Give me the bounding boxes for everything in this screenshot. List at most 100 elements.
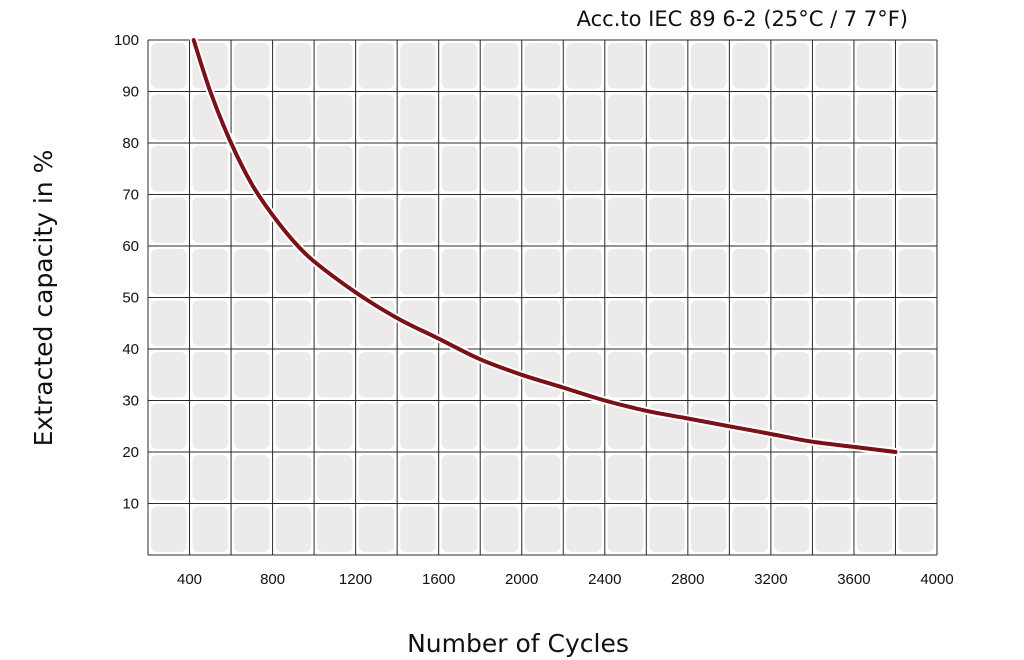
- grid-cell: [607, 506, 644, 552]
- grid-cell: [732, 352, 768, 398]
- grid-cell: [607, 94, 644, 140]
- grid-cell: [566, 43, 602, 89]
- grid-cell: [815, 249, 851, 295]
- grid-cell: [400, 352, 436, 398]
- x-tick-label: 1600: [422, 571, 455, 588]
- x-tick-label: 2000: [505, 571, 538, 588]
- y-tick-label: 40: [122, 341, 139, 358]
- grid-cell: [566, 249, 602, 295]
- grid-cell: [732, 197, 768, 243]
- grid-cell: [275, 146, 312, 192]
- grid-cell: [441, 249, 478, 295]
- grid-cell: [649, 94, 685, 140]
- grid-cell: [192, 455, 228, 501]
- x-axis-label: Number of Cycles: [407, 629, 629, 658]
- grid-cell: [441, 94, 478, 140]
- grid-cell: [566, 352, 602, 398]
- grid-cell: [524, 506, 561, 552]
- grid-cell: [524, 197, 561, 243]
- grid-cell: [690, 352, 727, 398]
- grid-lines: [147, 39, 938, 556]
- grid-cell: [649, 249, 685, 295]
- grid-cell: [566, 146, 602, 192]
- grid-cell: [317, 300, 353, 346]
- grid-cell: [732, 43, 768, 89]
- grid-cell: [275, 94, 312, 140]
- series-layer: [189, 36, 900, 456]
- grid-cell: [400, 455, 436, 501]
- grid-cell: [566, 506, 602, 552]
- grid-cell: [732, 455, 768, 501]
- grid-cell: [524, 146, 561, 192]
- grid-cell: [234, 506, 270, 552]
- grid-cell: [317, 455, 353, 501]
- grid-cell: [151, 43, 187, 89]
- grid-cell: [483, 249, 519, 295]
- grid-cell: [690, 146, 727, 192]
- grid-cell: [815, 403, 851, 449]
- x-axis-ticks: 400 800 1200 1600 2000 2400 2800 3200 3600 4000: [177, 571, 954, 588]
- grid-cell: [690, 43, 727, 89]
- grid-cell: [400, 94, 436, 140]
- grid-cell: [815, 352, 851, 398]
- grid-cell: [732, 94, 768, 140]
- grid-cell: [234, 146, 270, 192]
- chart-title: Acc.to IEC 89 6-2 (25°C / 7 7°F): [577, 7, 908, 31]
- grid-cell: [898, 94, 934, 140]
- grid-cell: [524, 403, 561, 449]
- grid-cell: [815, 43, 851, 89]
- grid-cell: [151, 94, 187, 140]
- grid-cell: [898, 506, 934, 552]
- grid-cell: [317, 146, 353, 192]
- grid-cell: [441, 352, 478, 398]
- grid-cell: [856, 94, 893, 140]
- grid-cell: [400, 403, 436, 449]
- grid-cell: [856, 146, 893, 192]
- grid-cell: [275, 455, 312, 501]
- y-tick-label: 60: [122, 238, 139, 255]
- grid-cell: [773, 146, 810, 192]
- grid-cell: [234, 403, 270, 449]
- grid-cell: [566, 300, 602, 346]
- grid-cell: [358, 506, 395, 552]
- grid-cell: [566, 197, 602, 243]
- grid-cell: [732, 146, 768, 192]
- grid-cell: [358, 403, 395, 449]
- y-tick-label: 20: [122, 444, 139, 461]
- grid-cell: [898, 197, 934, 243]
- grid-cell: [151, 249, 187, 295]
- grid-cell: [649, 506, 685, 552]
- grid-cell: [151, 352, 187, 398]
- grid-cell: [151, 300, 187, 346]
- grid-cell: [732, 506, 768, 552]
- grid-cell: [856, 455, 893, 501]
- grid-cell: [151, 197, 187, 243]
- grid-cell: [317, 43, 353, 89]
- grid-cell: [275, 300, 312, 346]
- grid-cell: [524, 300, 561, 346]
- grid-cell: [234, 43, 270, 89]
- grid-cell: [815, 455, 851, 501]
- grid-cell: [441, 146, 478, 192]
- grid-cell: [483, 506, 519, 552]
- grid-cell: [607, 352, 644, 398]
- grid-cell: [898, 249, 934, 295]
- x-tick-label: 800: [260, 571, 285, 588]
- grid-cell: [317, 403, 353, 449]
- grid-cell: [234, 249, 270, 295]
- grid-cell: [898, 43, 934, 89]
- grid-cell: [441, 197, 478, 243]
- grid-cell: [275, 352, 312, 398]
- grid-cell: [815, 506, 851, 552]
- grid-cell: [483, 300, 519, 346]
- plot-background: [148, 40, 937, 555]
- grid-cell: [773, 300, 810, 346]
- grid-cell: [275, 249, 312, 295]
- grid-cell: [690, 506, 727, 552]
- grid-cell: [317, 352, 353, 398]
- grid-cell: [234, 197, 270, 243]
- grid-cell: [690, 300, 727, 346]
- grid-cell: [773, 352, 810, 398]
- grid-cell: [856, 197, 893, 243]
